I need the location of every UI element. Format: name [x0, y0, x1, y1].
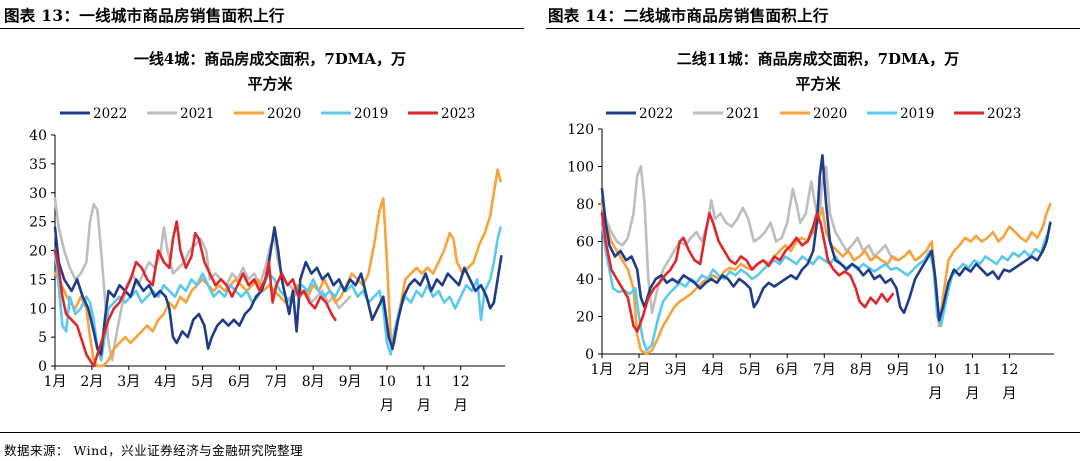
x-tick-label: 5月 — [739, 362, 762, 378]
chart-title-line2: 平方米 — [247, 75, 293, 93]
x-tick-label-line2: 月 — [454, 398, 468, 414]
x-tick-label-line2: 月 — [417, 398, 431, 414]
chart-title: 一线4城：商品房成交面积，7DMA，万 — [134, 50, 406, 68]
x-tick-label: 4月 — [702, 362, 725, 378]
footer-divider — [0, 432, 1080, 433]
x-tick-label: 5月 — [191, 374, 214, 390]
y-tick-label: 0 — [585, 347, 594, 363]
legend-label-2019: 2019 — [354, 106, 388, 122]
y-tick-label: 30 — [29, 186, 47, 202]
x-tick-label-line2: 月 — [380, 398, 394, 414]
legend-label-2023: 2023 — [441, 106, 475, 122]
y-tick-label: 5 — [38, 330, 47, 346]
legend-label-2019: 2019 — [900, 106, 934, 122]
x-tick-label: 1月 — [591, 362, 614, 378]
x-tick-label: 2月 — [80, 374, 103, 390]
y-tick-label: 20 — [29, 244, 47, 260]
y-tick-label: 10 — [29, 301, 47, 317]
x-tick-label: 8月 — [850, 362, 873, 378]
series-line-2021 — [600, 165, 898, 315]
x-tick-label: 12 — [452, 374, 470, 390]
x-tick-label: 9月 — [887, 362, 910, 378]
source-note: 数据来源： Wind，兴业证券经济与金融研究院整理 — [4, 443, 304, 458]
legend-label-2022: 2022 — [93, 106, 127, 122]
chart-title: 二线11城：商品房成交面积，7DMA，万 — [677, 50, 960, 68]
x-tick-label: 2月 — [628, 362, 651, 378]
series-line-2022 — [53, 226, 503, 356]
x-tick-label: 11 — [415, 374, 433, 390]
x-tick-label: 3月 — [665, 362, 688, 378]
y-tick-label: 0 — [38, 359, 47, 375]
legend-label-2021: 2021 — [726, 106, 760, 122]
chart-14-header: 图表 14：二线城市商品房销售面积上行 — [548, 6, 829, 25]
x-tick-label: 10 — [927, 362, 945, 378]
legend-label-2020: 2020 — [267, 106, 301, 122]
x-tick-label-line2: 月 — [1003, 386, 1017, 402]
series-line-2022 — [600, 154, 1052, 322]
x-tick-label-line2: 月 — [928, 386, 942, 402]
series-line-2020 — [600, 202, 1052, 356]
x-tick-label: 10 — [378, 374, 396, 390]
series-line-2020 — [53, 168, 502, 368]
x-tick-label: 6月 — [228, 374, 251, 390]
x-tick-label: 9月 — [339, 374, 362, 390]
legend-label-2021: 2021 — [180, 106, 214, 122]
x-tick-label: 7月 — [265, 374, 288, 390]
y-tick-label: 15 — [29, 272, 47, 288]
series-line-2019 — [600, 221, 1052, 352]
y-tick-label: 20 — [576, 310, 594, 326]
x-tick-label: 1月 — [44, 374, 67, 390]
y-tick-label: 80 — [576, 197, 594, 213]
y-tick-label: 35 — [29, 157, 47, 173]
x-tick-label: 12 — [1001, 362, 1019, 378]
legend-label-2020: 2020 — [813, 106, 847, 122]
y-tick-label: 120 — [567, 122, 594, 138]
legend: 2022 2021 2020 2019 2023 — [60, 106, 475, 122]
series-line-2023 — [600, 212, 895, 333]
y-tick-label: 40 — [29, 128, 47, 144]
y-tick-label: 100 — [567, 160, 594, 176]
x-tick-label: 3月 — [117, 374, 140, 390]
x-tick-label: 4月 — [154, 374, 177, 390]
x-tick-label: 11 — [964, 362, 982, 378]
legend: 2022 2021 2020 2019 2023 — [606, 106, 1021, 122]
series-line-2023 — [53, 220, 337, 368]
x-tick-label-line2: 月 — [965, 386, 979, 402]
chart-13-header: 图表 13：一线城市商品房销售面积上行 — [4, 6, 285, 25]
header-divider-left — [0, 28, 524, 29]
legend-label-2022: 2022 — [639, 106, 673, 122]
x-tick-label: 7月 — [813, 362, 836, 378]
y-tick-label: 60 — [576, 235, 594, 251]
y-tick-label: 25 — [29, 215, 47, 231]
header-divider-right — [546, 28, 1080, 29]
chart-title-line2: 平方米 — [795, 75, 841, 93]
y-tick-label: 40 — [576, 272, 594, 288]
legend-label-2023: 2023 — [987, 106, 1021, 122]
x-tick-label: 8月 — [302, 374, 325, 390]
x-tick-label: 6月 — [776, 362, 799, 378]
